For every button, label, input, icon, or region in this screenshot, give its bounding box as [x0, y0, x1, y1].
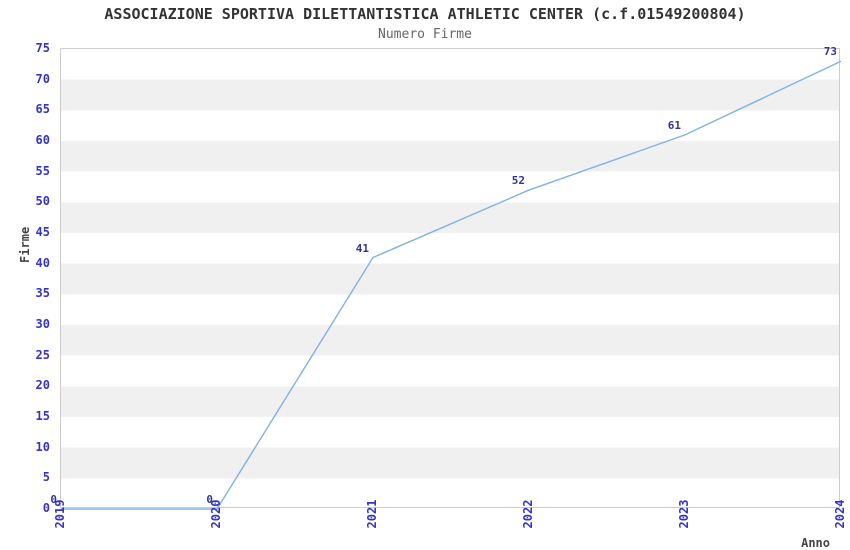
x-tick-label: 2020: [209, 499, 223, 529]
y-tick-label: 40: [35, 255, 50, 270]
y-tick-label: 25: [35, 347, 50, 362]
data-point-label: 52: [511, 174, 525, 188]
series-line: [61, 60, 842, 510]
y-tick-label: 65: [35, 102, 50, 117]
x-tick-label: 2021: [365, 499, 379, 529]
x-tick-label: 2023: [677, 499, 691, 529]
y-tick-label: 70: [35, 71, 50, 86]
y-tick-label: 15: [35, 409, 50, 423]
chart-title: ASSOCIAZIONE SPORTIVA DILETTANTISTICA AT…: [104, 5, 746, 23]
x-tick-label: 2024: [833, 499, 847, 529]
data-point-label: 73: [823, 45, 837, 59]
y-tick-label: 0: [42, 501, 50, 515]
y-tick-label: 60: [35, 133, 50, 147]
chart-subtitle: Numero Firme: [378, 27, 472, 42]
y-tick-label: 30: [35, 317, 50, 331]
data-point-label: 0: [50, 493, 57, 506]
y-tick-label: 50: [35, 194, 50, 209]
plot-area: 0 0 41 52 61 73: [50, 45, 842, 510]
x-axis-title: Anno: [801, 536, 830, 550]
y-tick-label: 10: [35, 439, 50, 454]
y-tick-label: 45: [35, 225, 50, 239]
data-point-label: 41: [355, 241, 369, 255]
y-tick-label: 55: [35, 163, 50, 178]
x-tick-label: 2022: [521, 499, 535, 529]
x-tick-label: 2019: [53, 499, 67, 529]
line-series: [61, 60, 842, 510]
y-tick-label: 20: [35, 378, 50, 393]
data-point-label: 0: [206, 493, 213, 506]
y-tick-label: 35: [35, 286, 50, 301]
y-tick-label: 5: [42, 470, 50, 485]
data-point-label: 61: [667, 118, 681, 132]
y-tick-label: 75: [35, 41, 50, 55]
